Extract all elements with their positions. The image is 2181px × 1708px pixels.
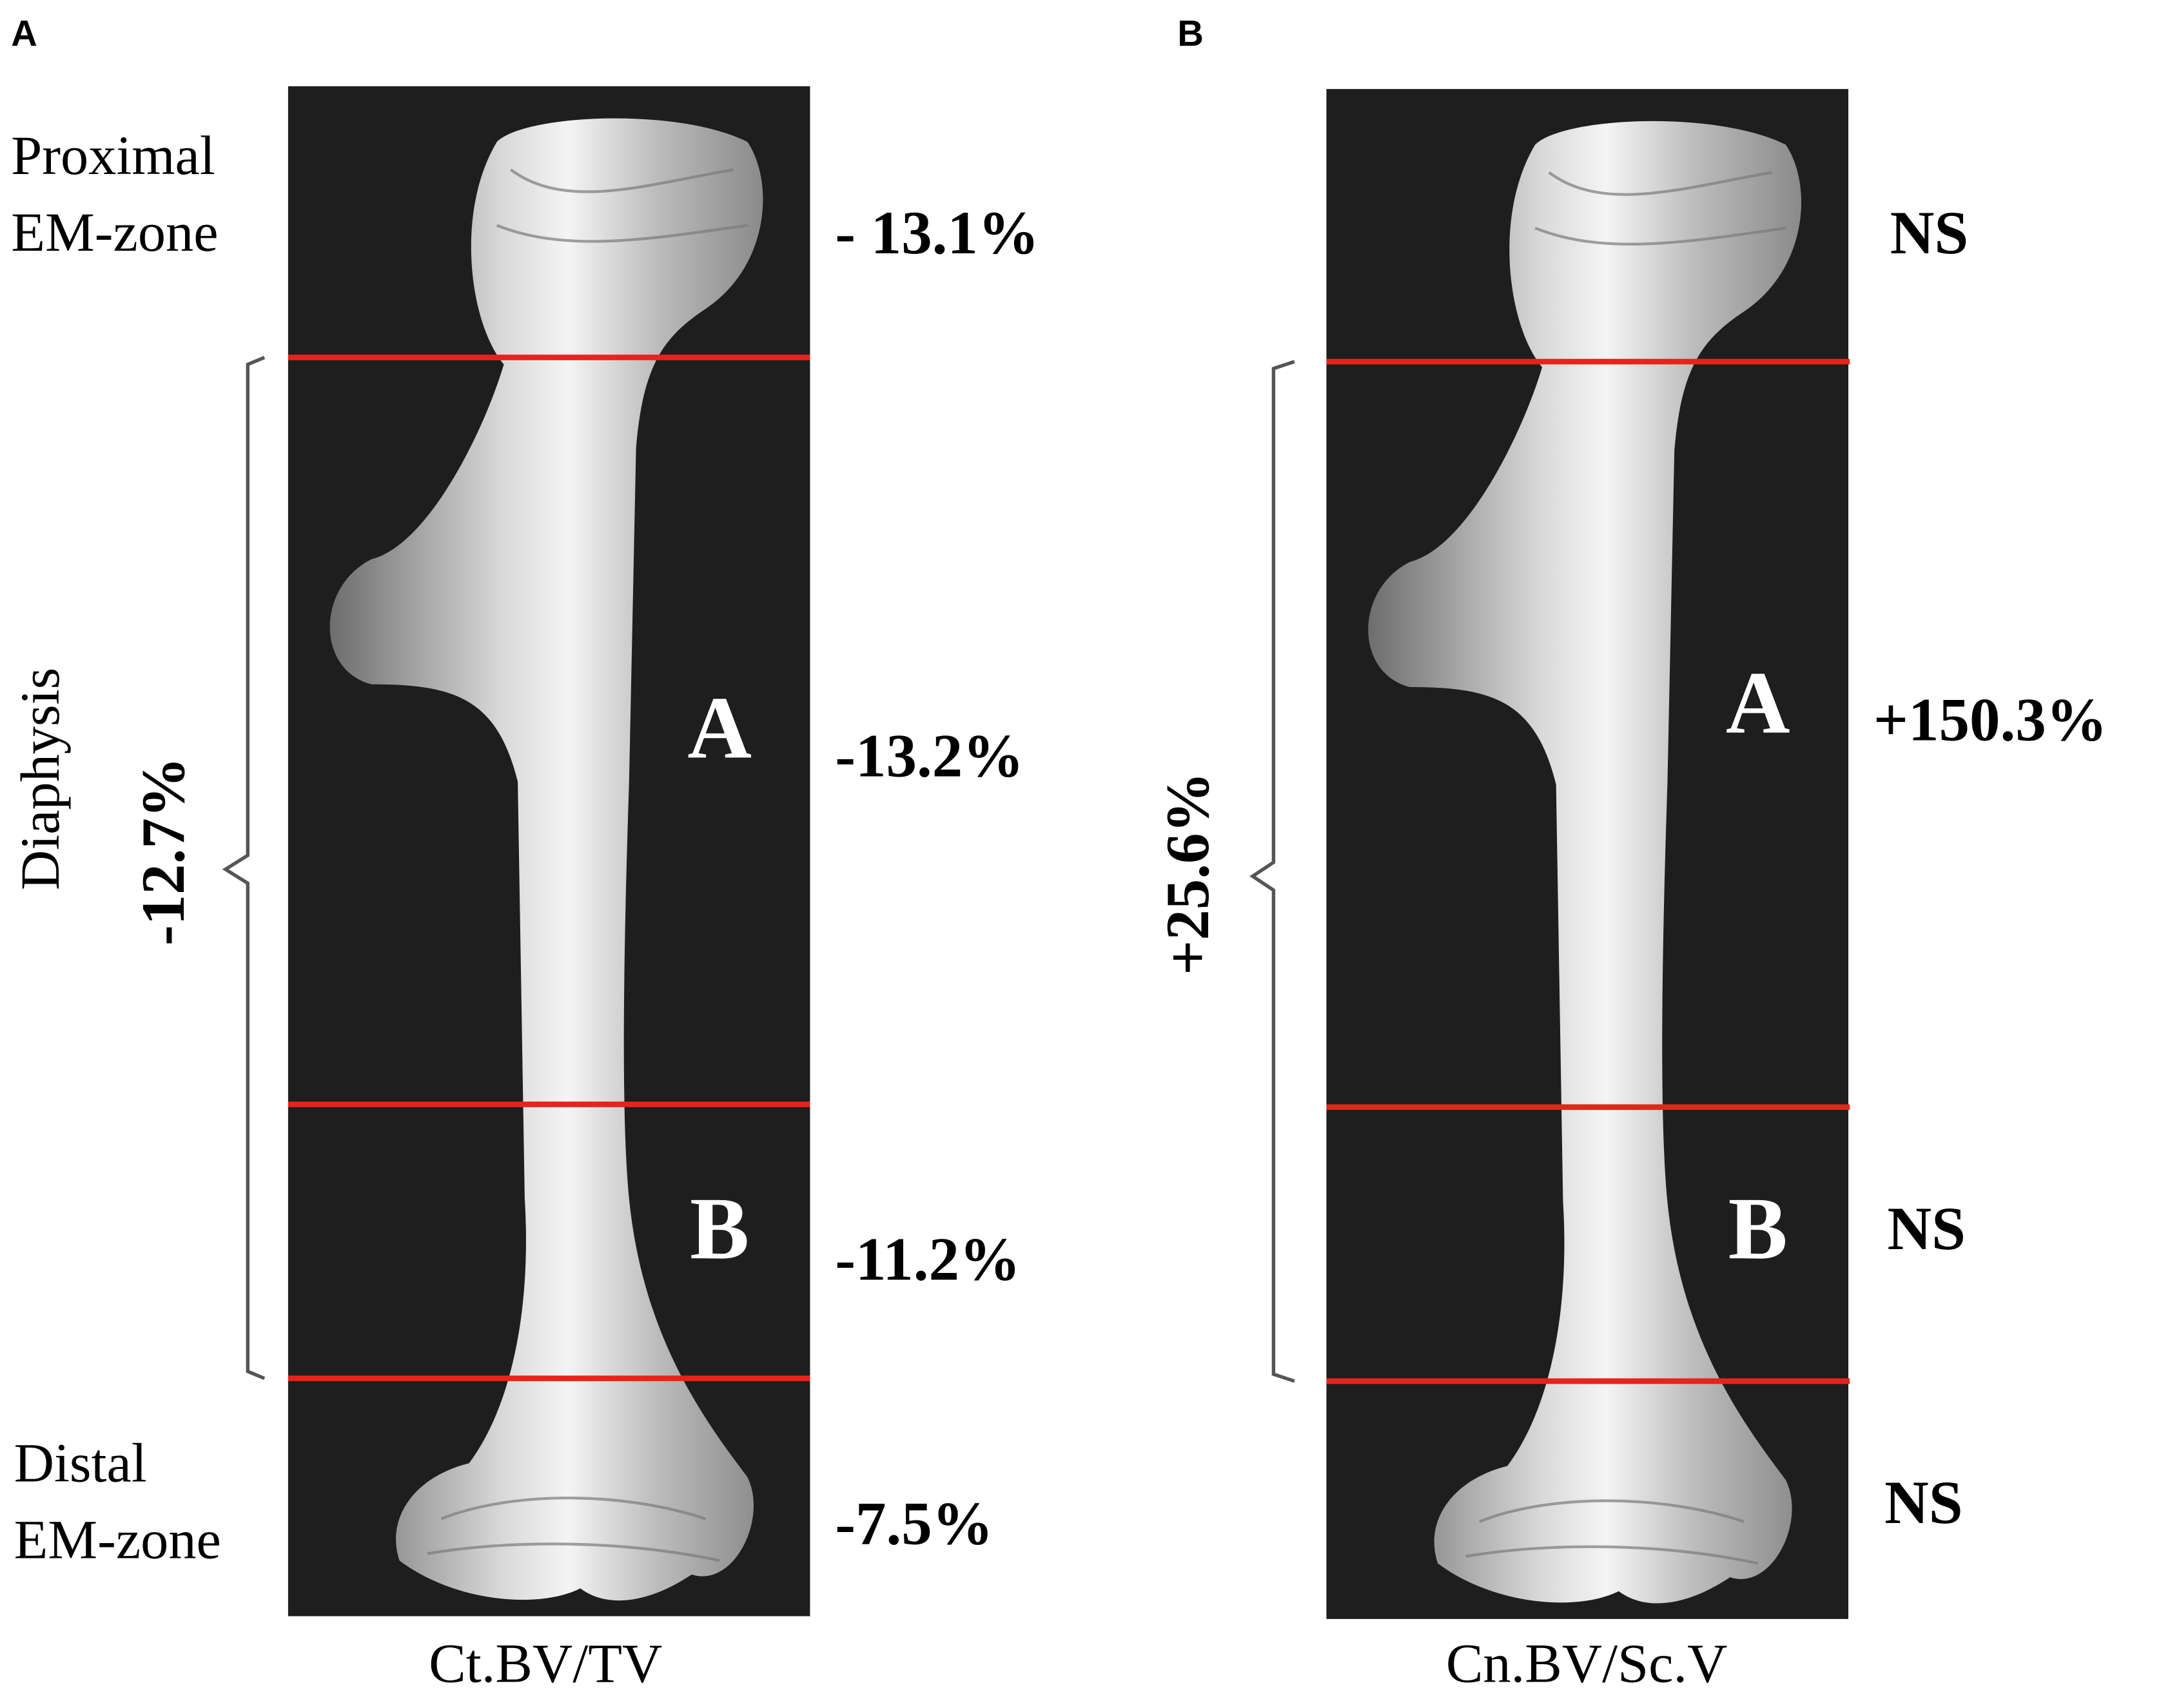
bracket bbox=[222, 356, 266, 1381]
zone-label: Distal bbox=[14, 1432, 147, 1494]
region-label: A bbox=[1726, 654, 1790, 752]
xray-image bbox=[288, 86, 810, 1616]
value-label: - 13.1% bbox=[835, 199, 1039, 267]
panel-b: B +25.6% A B NS +150.3% NS NS Cn.BV/Sc.V bbox=[1153, 13, 2108, 1694]
value-label: -11.2% bbox=[835, 1225, 1021, 1294]
value-label: -13.2% bbox=[835, 721, 1024, 790]
panel-label: B bbox=[1177, 13, 1204, 53]
zone-label: EM-zone bbox=[11, 201, 218, 263]
diaphysis-label: Diaphysis bbox=[9, 668, 71, 890]
region-label: B bbox=[690, 1179, 749, 1277]
measure-label: Cn.BV/Sc.V bbox=[1446, 1632, 1728, 1694]
value-label: NS bbox=[1884, 1468, 1962, 1537]
diaphysis-value: +25.6% bbox=[1153, 772, 1222, 975]
xray-image bbox=[1326, 89, 1848, 1619]
value-label: NS bbox=[1887, 1194, 1965, 1263]
diaphysis-value: -12.7% bbox=[129, 757, 197, 946]
zone-label: Proximal bbox=[11, 124, 215, 186]
measure-label: Ct.BV/TV bbox=[429, 1632, 662, 1694]
bracket bbox=[1249, 360, 1295, 1383]
panel-a: A Proximal EM-zone Diaphysis -12.7% Dist… bbox=[9, 13, 1039, 1694]
value-label: NS bbox=[1890, 199, 1968, 267]
value-label: -7.5% bbox=[835, 1490, 993, 1558]
zone-label: EM-zone bbox=[14, 1508, 221, 1570]
region-label: B bbox=[1728, 1179, 1788, 1277]
value-label: +150.3% bbox=[1873, 685, 2108, 753]
panel-label: A bbox=[11, 13, 37, 53]
region-label: A bbox=[687, 678, 752, 777]
